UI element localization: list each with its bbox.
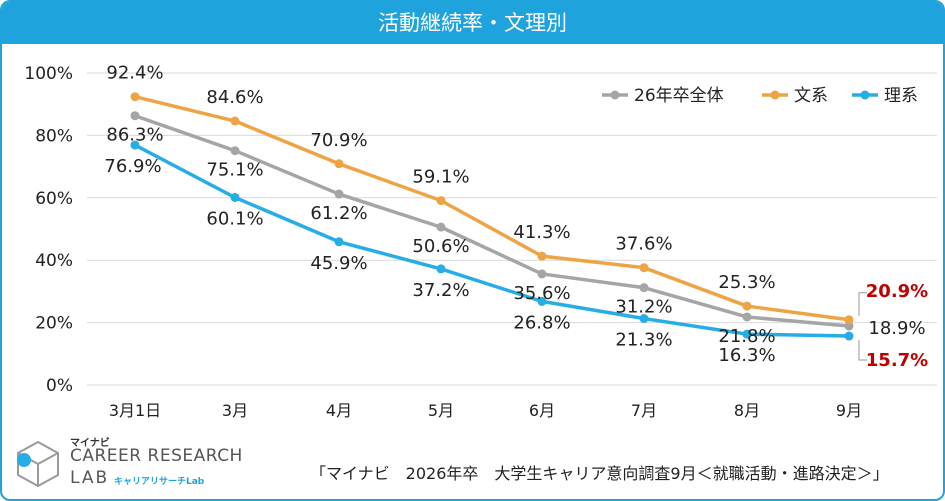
data-point xyxy=(537,296,547,306)
x-tick-label: 4月 xyxy=(326,401,352,420)
data-label: 18.9% xyxy=(868,318,925,339)
data-point xyxy=(130,140,140,150)
data-point xyxy=(537,251,547,261)
data-label: 50.6% xyxy=(412,236,469,257)
data-point xyxy=(334,159,344,169)
data-label: 60.1% xyxy=(206,208,263,229)
data-point xyxy=(436,196,446,206)
data-label: 21.8% xyxy=(718,326,775,347)
data-point xyxy=(844,315,854,325)
y-tick-label: 60% xyxy=(35,189,73,209)
data-label: 45.9% xyxy=(310,253,367,274)
data-point xyxy=(436,264,446,274)
data-point xyxy=(742,312,752,322)
data-label: 25.3% xyxy=(718,272,775,293)
data-point xyxy=(130,111,140,121)
data-label: 92.4% xyxy=(106,63,163,84)
data-point xyxy=(334,189,344,199)
data-label: 15.7% xyxy=(866,350,928,371)
source-note: 「マイナビ 2026年卒 大学生キャリア意向調査9月＜就職活動・進路決定＞」 xyxy=(310,464,889,483)
data-point xyxy=(334,237,344,247)
data-label: 86.3% xyxy=(106,125,163,146)
data-label: 41.3% xyxy=(513,222,570,243)
series-line xyxy=(134,95,850,322)
cube-logo-icon xyxy=(17,440,59,488)
data-label: 37.6% xyxy=(615,234,672,255)
x-tick-label: 6月 xyxy=(529,401,555,420)
data-point xyxy=(742,329,752,339)
data-label: 31.2% xyxy=(615,297,672,318)
data-point xyxy=(639,283,649,293)
career-research-lab-logo: マイナビ CAREER RESEARCH LAB キャリアリサーチLab xyxy=(14,434,242,494)
data-label: 26.8% xyxy=(513,312,570,333)
data-point xyxy=(230,146,240,156)
legend-label: 26年卒全体 xyxy=(634,86,724,106)
data-point xyxy=(130,92,140,102)
y-tick-label: 40% xyxy=(35,251,73,271)
data-label: 75.1% xyxy=(206,160,263,181)
data-label: 70.9% xyxy=(310,130,367,151)
series-line xyxy=(134,114,850,328)
y-tick-label: 100% xyxy=(24,64,73,84)
legend-marker xyxy=(860,90,870,100)
data-point xyxy=(230,116,240,126)
data-point xyxy=(742,301,752,311)
logo-main-text: CAREER RESEARCH xyxy=(70,446,243,466)
logo-lab-text: LAB xyxy=(70,468,110,488)
data-point xyxy=(639,263,649,273)
logo-subtitle: キャリアリサーチLab xyxy=(114,477,205,487)
data-label: 35.6% xyxy=(513,283,570,304)
data-point xyxy=(844,321,854,331)
legend-label: 文系 xyxy=(794,86,828,106)
legend-marker xyxy=(770,90,780,100)
chart-title: 活動継続率・文理別 xyxy=(2,2,943,44)
legend-marker xyxy=(610,90,620,100)
data-label: 59.1% xyxy=(412,167,469,188)
data-label: 37.2% xyxy=(412,280,469,301)
leader-line xyxy=(858,292,867,316)
x-tick-label: 9月 xyxy=(836,401,862,420)
x-tick-label: 3月1日 xyxy=(109,401,161,420)
series-line xyxy=(134,143,850,338)
data-point xyxy=(639,314,649,324)
data-point xyxy=(537,269,547,279)
logo-brand: マイナビ xyxy=(70,438,110,449)
x-tick-label: 5月 xyxy=(428,401,454,420)
data-label: 20.9% xyxy=(866,281,928,302)
data-label: 16.3% xyxy=(718,345,775,366)
x-tick-label: 3月 xyxy=(222,401,248,420)
data-label: 76.9% xyxy=(104,156,161,177)
x-tick-label: 7月 xyxy=(631,401,657,420)
x-tick-label: 8月 xyxy=(734,401,760,420)
leader-line xyxy=(858,340,867,361)
legend-label: 理系 xyxy=(884,86,918,106)
y-tick-label: 20% xyxy=(35,314,73,334)
data-point xyxy=(844,331,854,341)
data-point xyxy=(230,192,240,202)
data-label: 84.6% xyxy=(206,87,263,108)
data-label: 21.3% xyxy=(615,330,672,351)
y-tick-label: 0% xyxy=(46,376,73,396)
data-label: 61.2% xyxy=(310,203,367,224)
y-tick-label: 80% xyxy=(35,126,73,146)
data-point xyxy=(436,222,446,232)
